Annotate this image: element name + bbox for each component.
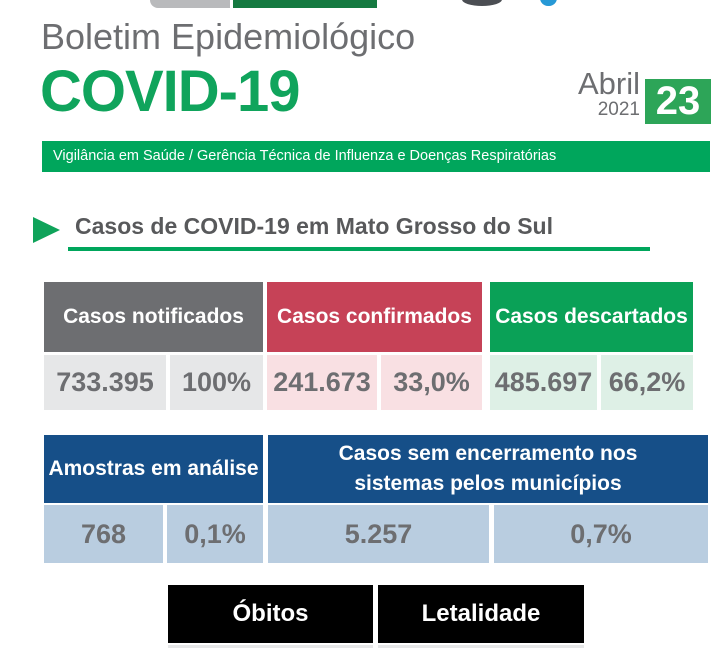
percent-descartados: 66,2%	[601, 355, 693, 410]
cropped-cell-obitos	[168, 645, 373, 648]
percent-amostras: 0,1%	[167, 505, 263, 563]
bulletin-kicker: Boletim Epidemiológico	[41, 16, 416, 57]
gov-logo-icon	[462, 0, 502, 6]
date-year: 2021	[597, 99, 640, 120]
card-label: Amostras em análise	[48, 457, 259, 480]
value-notificados: 733.395	[44, 355, 166, 410]
value-descartados: 485.697	[490, 355, 597, 410]
value-amostras: 768	[44, 505, 163, 563]
card-header-confirmados: Casos confirmados	[267, 282, 482, 352]
card-header-obitos: Óbitos	[168, 585, 373, 643]
value-confirmados: 241.673	[267, 355, 377, 410]
section-underline	[68, 247, 650, 251]
cropped-gray-tab	[150, 0, 230, 8]
blue-logo-icon	[540, 0, 557, 6]
section-title: Casos de COVID-19 em Mato Grosso do Sul	[75, 213, 553, 239]
card-label: Casos sem encerramento nos sistemas pelo…	[338, 442, 638, 495]
card-header-letalidade: Letalidade	[378, 585, 584, 643]
card-header-sem-encerramento: Casos sem encerramento nos sistemas pelo…	[268, 435, 708, 503]
card-header-amostras: Amostras em análise	[44, 435, 263, 503]
date-month: Abril	[577, 66, 640, 101]
cropped-green-tab	[233, 0, 377, 8]
date-day-badge: 23	[645, 79, 711, 124]
card-label: Casos descartados	[495, 305, 688, 328]
section-arrow-icon	[33, 217, 60, 243]
department-bar: Vigilância em Saúde / Gerência Técnica d…	[42, 141, 710, 172]
value-sem-encerramento: 5.257	[268, 505, 489, 563]
card-header-descartados: Casos descartados	[490, 282, 693, 352]
percent-confirmados: 33,0%	[381, 355, 482, 410]
cropped-cell-letalidade	[378, 645, 584, 648]
page-title: COVID-19	[40, 59, 301, 124]
card-label: Casos notificados	[63, 305, 244, 328]
percent-notificados: 100%	[170, 355, 263, 410]
percent-sem-encerramento: 0,7%	[494, 505, 708, 563]
card-header-notificados: Casos notificados	[44, 282, 263, 352]
card-label: Casos confirmados	[277, 305, 472, 328]
